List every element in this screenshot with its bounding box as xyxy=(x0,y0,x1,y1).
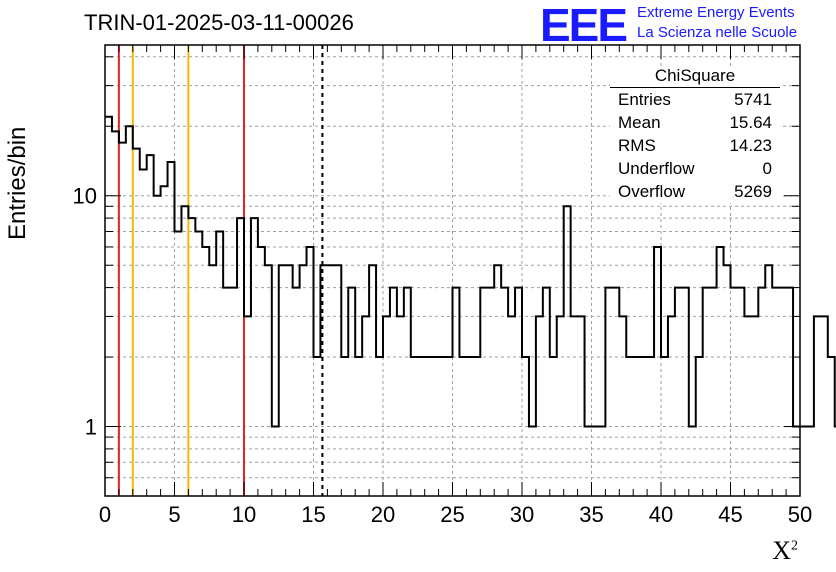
y-axis-label: Entries/bin xyxy=(4,126,31,240)
stats-row-entries: Entries 5741 xyxy=(610,88,780,111)
stats-value: 14.23 xyxy=(729,136,772,155)
x-tick-label: 35 xyxy=(579,502,603,527)
x-tick-label: 0 xyxy=(99,502,111,527)
stats-value: 5269 xyxy=(734,182,772,201)
histogram-series xyxy=(105,115,836,428)
x-tick-label: 25 xyxy=(440,502,464,527)
stats-row-underflow: Underflow 0 xyxy=(610,157,780,180)
stats-row-overflow: Overflow 5269 xyxy=(610,180,780,203)
stats-label: Underflow xyxy=(618,159,695,178)
x-tick-label: 10 xyxy=(232,502,256,527)
stats-title: ChiSquare xyxy=(610,66,780,88)
x-axis-label-superscript: 2 xyxy=(791,538,798,554)
stats-value: 5741 xyxy=(734,90,772,109)
x-axis-label: X2 xyxy=(772,536,798,566)
chart-title: TRIN-01-2025-03-11-00026 xyxy=(84,10,354,35)
histogram-line xyxy=(105,115,836,428)
grid xyxy=(105,45,800,496)
y-tick-label: 1 xyxy=(85,415,97,440)
eee-logo: EEE xyxy=(540,0,628,51)
stats-value: 15.64 xyxy=(729,113,772,132)
x-tick-label: 20 xyxy=(371,502,395,527)
y-tick-label: 10 xyxy=(73,184,97,209)
tick-labels: 0 5 10 15 20 25 30 35 40 45 50 1 10 xyxy=(73,184,813,527)
x-tick-label: 40 xyxy=(649,502,673,527)
logo-line-2: La Scienza nelle Scuole xyxy=(637,24,798,41)
x-tick-label: 5 xyxy=(168,502,180,527)
stats-label: Entries xyxy=(618,90,671,109)
tick-marks xyxy=(104,45,801,496)
stats-label: Overflow xyxy=(618,182,686,201)
x-tick-label: 50 xyxy=(788,502,812,527)
stats-label: Mean xyxy=(618,113,661,132)
stats-box: ChiSquare Entries 5741 Mean 15.64 RMS 14.23… xyxy=(610,66,780,203)
logo-line-1: Extreme Energy Events xyxy=(637,4,795,21)
x-axis-label-text: X xyxy=(772,536,791,565)
stats-row-rms: RMS 14.23 xyxy=(610,134,780,157)
stats-value: 0 xyxy=(762,159,772,178)
stats-row-mean: Mean 15.64 xyxy=(610,111,780,134)
x-tick-label: 30 xyxy=(510,502,534,527)
stats-label: RMS xyxy=(618,136,656,155)
x-tick-label: 15 xyxy=(301,502,325,527)
x-tick-label: 45 xyxy=(718,502,742,527)
